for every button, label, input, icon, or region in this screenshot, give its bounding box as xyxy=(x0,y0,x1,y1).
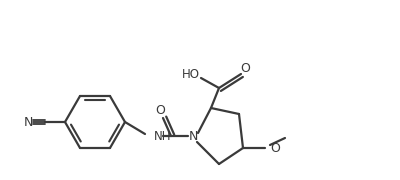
Text: NH: NH xyxy=(154,129,172,143)
Text: O: O xyxy=(270,141,280,154)
Text: O: O xyxy=(155,103,165,116)
Text: O: O xyxy=(240,62,250,75)
Text: N: N xyxy=(188,129,198,143)
Text: HO: HO xyxy=(182,68,200,80)
Text: N: N xyxy=(23,116,33,129)
